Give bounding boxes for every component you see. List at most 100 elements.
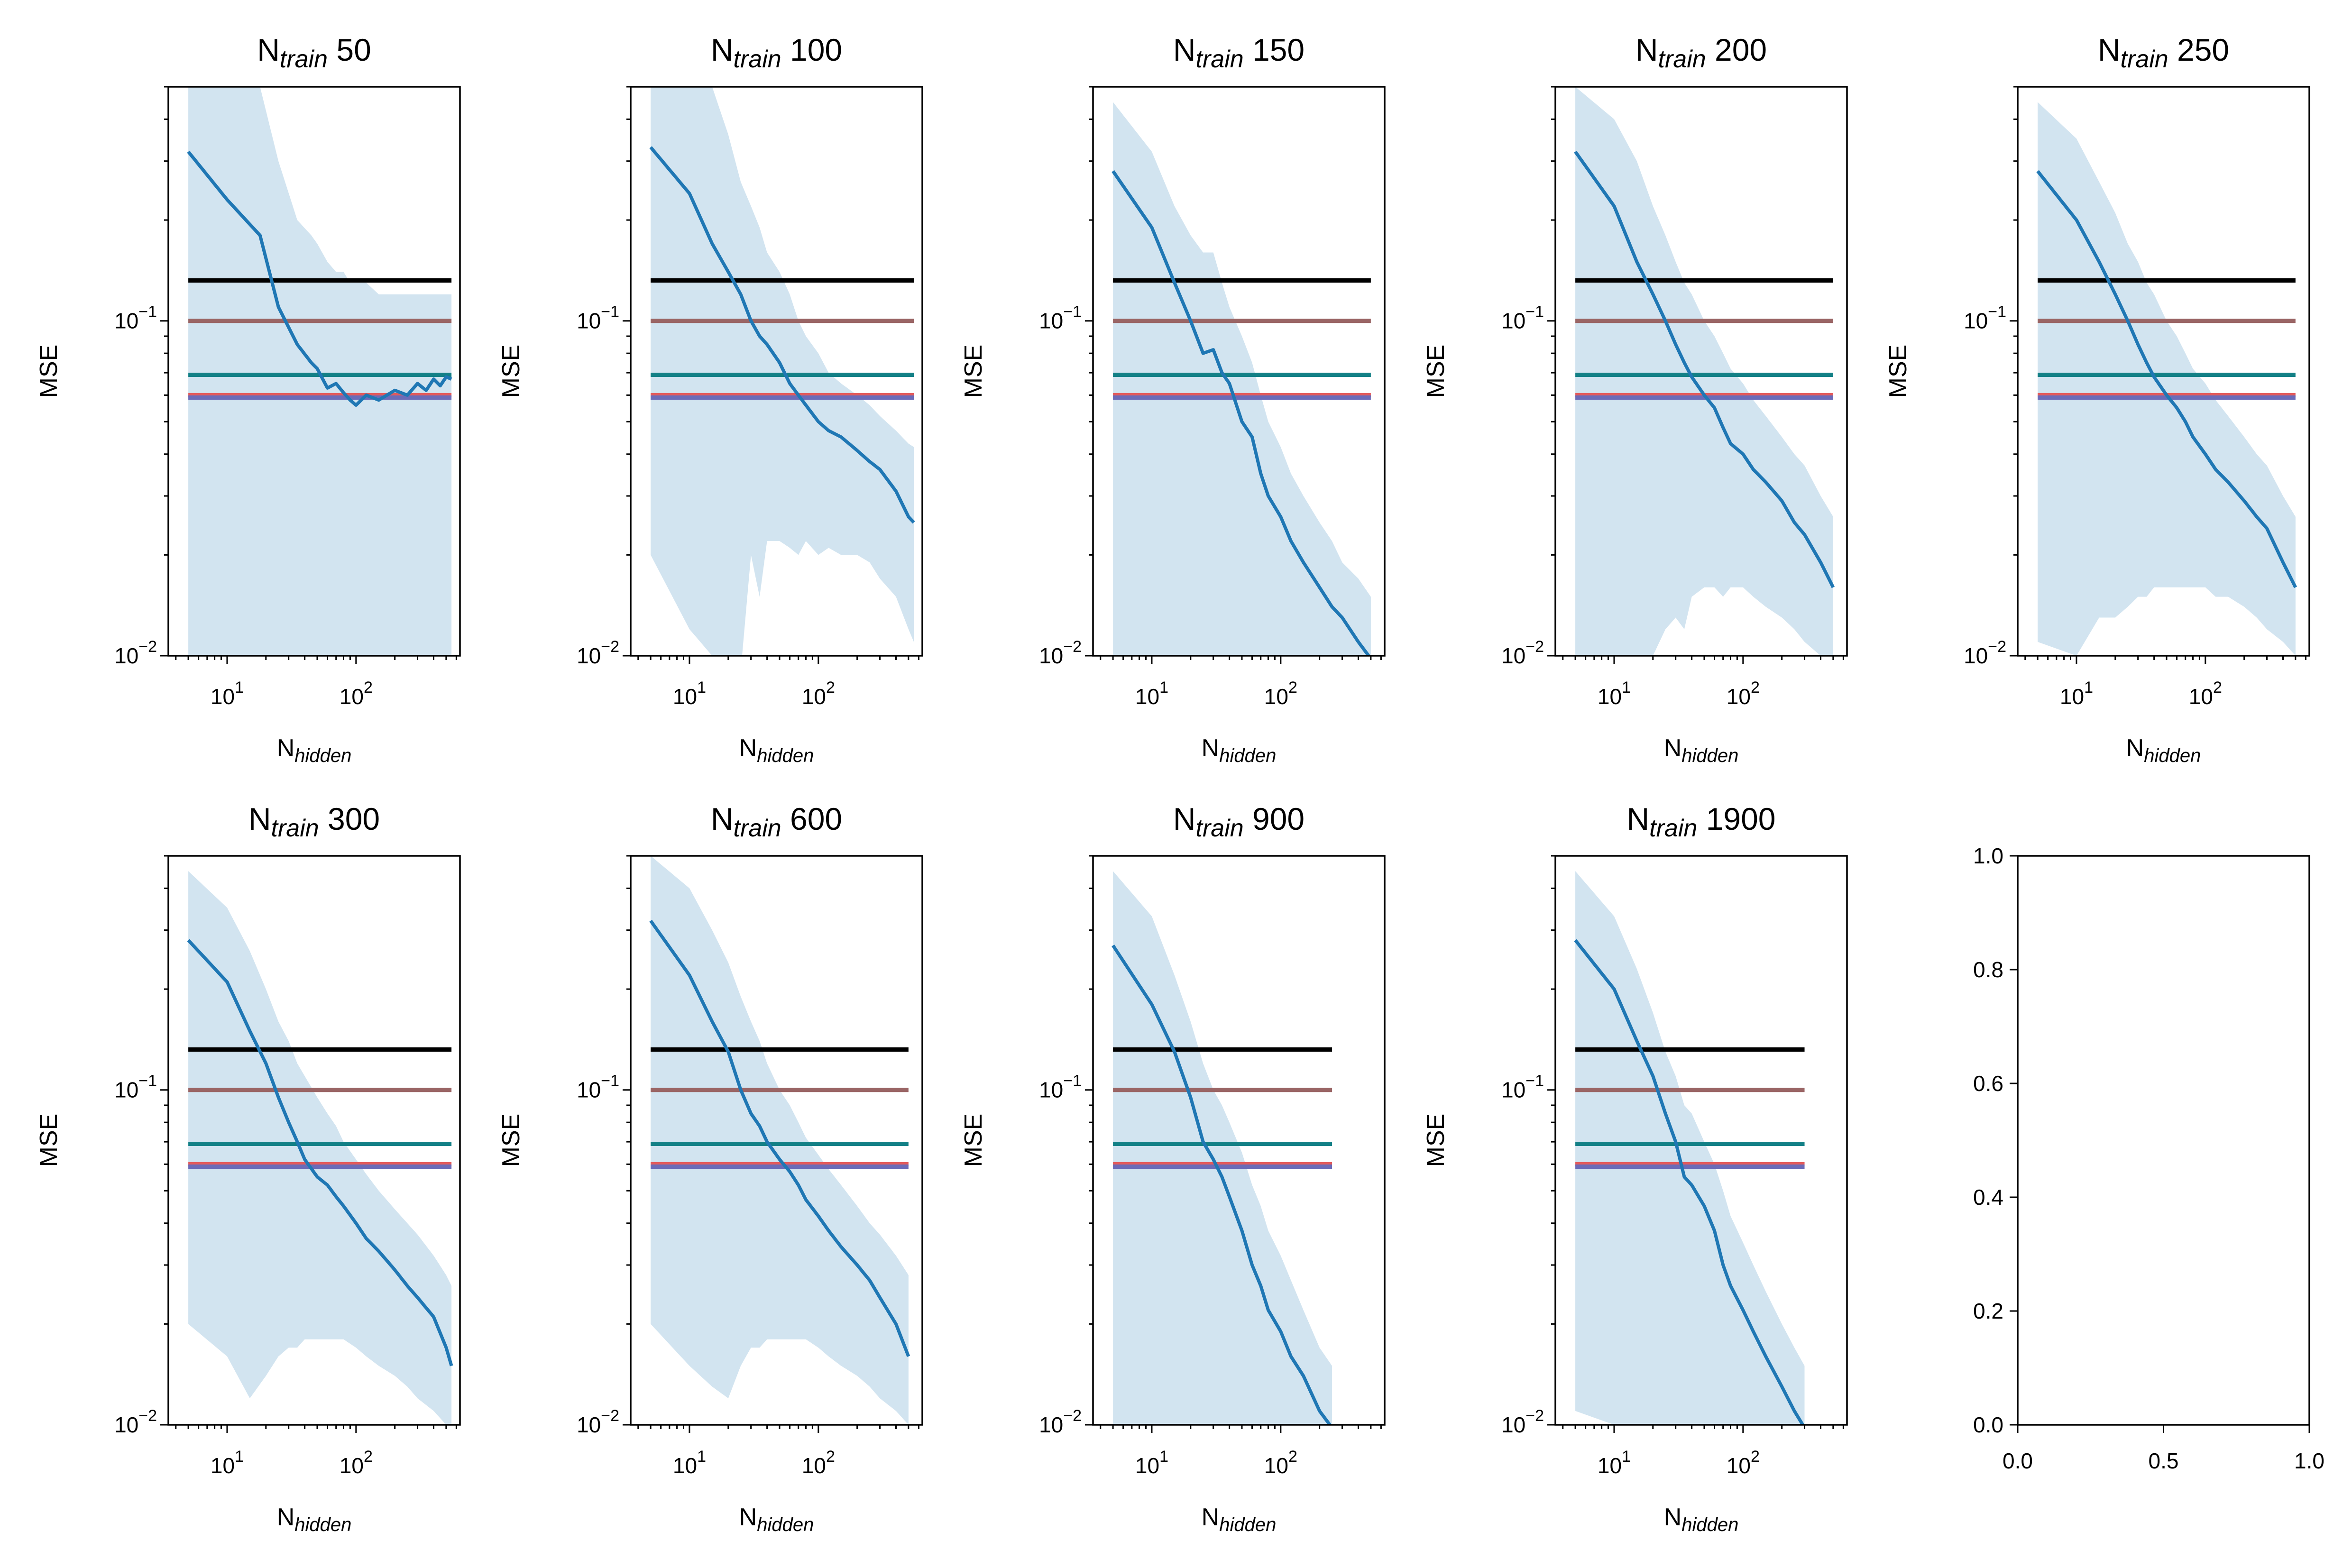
mean-mse-line (1574, 939, 1805, 1425)
x-tick-label: 101 (1135, 679, 1168, 709)
title-suffix: 900 (1244, 801, 1305, 836)
y-tick-exponent: −2 (1988, 638, 2006, 656)
x-tick-exponent: 2 (826, 679, 835, 697)
x-label-main: N (1664, 734, 1682, 762)
x-tick-base: 10 (673, 1453, 697, 1478)
x-tick-label: 102 (2189, 679, 2222, 709)
y-tick-label: 10−2 (577, 638, 619, 668)
y-tick-label: 0.2 (1973, 1299, 2003, 1323)
y-tick-label: 0.8 (1973, 957, 2003, 982)
x-tick-base: 10 (1264, 684, 1288, 709)
x-tick-exponent: 1 (697, 679, 706, 697)
x-axis-label: Nhidden (2126, 734, 2201, 766)
y-tick-exponent: −1 (601, 303, 619, 321)
x-tick-label: 0.5 (2149, 1449, 2179, 1473)
mean-mse-line (1574, 150, 1835, 588)
x-label-main: N (277, 1504, 295, 1531)
y-tick-exponent: −2 (601, 1407, 619, 1425)
y-axis-label: MSE (1422, 345, 1450, 398)
title-subscript: train (1658, 46, 1706, 73)
x-tick-label: 1.0 (2294, 1449, 2324, 1473)
title-main: N (1627, 801, 1650, 836)
y-tick-base: 10 (1501, 1412, 1525, 1437)
y-tick-label: 10−1 (1964, 303, 2006, 333)
x-tick-label: 101 (1135, 1448, 1168, 1478)
x-label-subscript: hidden (2144, 745, 2201, 766)
x-tick-base: 10 (1598, 684, 1622, 709)
x-tick-exponent: 2 (826, 1448, 835, 1466)
y-tick-exponent: −2 (601, 638, 619, 656)
x-tick-label: 0.0 (2003, 1449, 2033, 1473)
y-axis-label: MSE (1884, 345, 1912, 398)
y-tick-label: 10−1 (577, 303, 619, 333)
x-tick-label: 101 (673, 679, 706, 709)
plot-area (649, 856, 910, 1425)
subplot-title: Ntrain 50 (257, 32, 371, 73)
subplot-title: Ntrain 200 (1635, 32, 1767, 73)
x-label-main: N (2126, 734, 2144, 762)
title-suffix: 1900 (1697, 801, 1775, 836)
y-tick-base: 10 (1039, 643, 1063, 668)
title-subscript: train (734, 46, 781, 73)
x-label-main: N (1202, 1504, 1220, 1531)
axes-frame (2017, 86, 2310, 657)
x-label-main: N (277, 734, 295, 762)
title-subscript: train (1649, 815, 1697, 842)
x-label-subscript: hidden (294, 745, 351, 766)
y-tick-base: 10 (577, 1078, 601, 1102)
confidence-band (651, 856, 909, 1425)
y-tick-exponent: −1 (138, 1072, 157, 1090)
y-axis-label: MSE (1422, 1114, 1450, 1167)
subplot-title: Ntrain 600 (711, 801, 842, 842)
title-subscript: train (2121, 46, 2168, 73)
x-tick-base: 10 (802, 1453, 826, 1478)
mean-mse-line (649, 919, 910, 1357)
confidence-band (1113, 102, 1371, 656)
title-suffix: 150 (1244, 32, 1305, 67)
y-tick-exponent: −2 (1525, 638, 1544, 656)
title-subscript: train (271, 815, 319, 842)
y-axis-label: MSE (35, 1114, 63, 1167)
x-tick-exponent: 2 (2213, 679, 2222, 697)
y-tick-exponent: −1 (601, 1072, 619, 1090)
title-main: N (1173, 32, 1196, 67)
y-tick-exponent: −1 (1525, 1072, 1544, 1090)
plot-area (1574, 871, 1805, 1425)
y-tick-exponent: −2 (1063, 638, 1082, 656)
x-tick-label: 102 (1264, 679, 1297, 709)
x-tick-base: 10 (1135, 1453, 1159, 1478)
x-axis-label: Nhidden (1202, 1504, 1277, 1535)
y-axis-label: MSE (497, 345, 525, 398)
x-tick-label: 101 (211, 679, 244, 709)
x-tick-label: 102 (802, 1448, 835, 1478)
x-tick-exponent: 1 (235, 1448, 244, 1466)
y-tick-base: 10 (114, 643, 138, 668)
x-label-subscript: hidden (1681, 745, 1738, 766)
confidence-band (2038, 102, 2296, 656)
subplot-title: Ntrain 900 (1173, 801, 1305, 842)
title-subscript: train (1196, 46, 1244, 73)
title-subscript: train (1196, 815, 1244, 842)
x-tick-base: 10 (2189, 684, 2213, 709)
x-tick-base: 10 (340, 1453, 364, 1478)
plot-area (1112, 871, 1332, 1425)
y-tick-label: 10−1 (114, 1072, 157, 1102)
y-tick-base: 10 (1964, 643, 1988, 668)
x-label-main: N (1202, 734, 1220, 762)
x-axis-label: Nhidden (1664, 734, 1739, 766)
title-suffix: 300 (319, 801, 380, 836)
y-tick-base: 10 (1501, 309, 1525, 333)
subplot-title: Ntrain 1900 (1627, 801, 1776, 842)
mean-mse-line (1112, 944, 1332, 1425)
y-tick-label: 10−1 (577, 1072, 619, 1102)
y-tick-base: 10 (114, 1078, 138, 1102)
x-tick-label: 101 (2060, 679, 2093, 709)
plot-area (2036, 102, 2297, 656)
x-tick-base: 10 (211, 1453, 235, 1478)
